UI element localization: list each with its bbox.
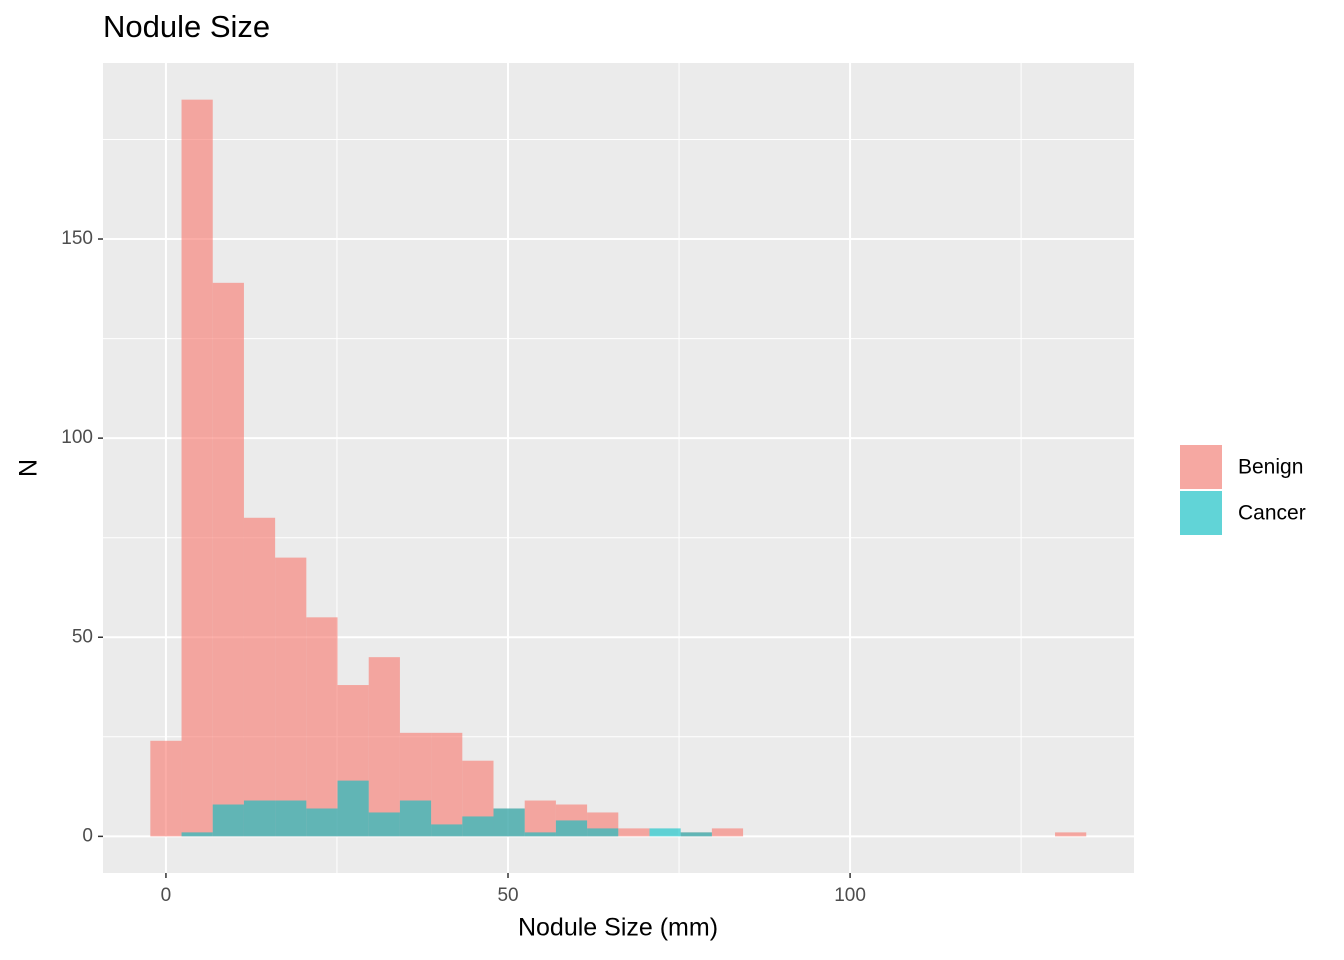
bar [243,517,276,837]
x-tick-label: 100 [834,885,866,906]
bar [431,824,463,837]
bar [649,828,681,837]
bar [399,800,432,837]
bar [555,820,588,837]
bar [493,808,525,837]
bar [368,657,400,837]
bar [337,780,369,837]
y-tick-label: 100 [61,427,93,448]
bar [618,828,650,837]
bar [368,812,400,837]
bar [181,832,213,837]
y-tick-label: 0 [82,825,93,846]
bar [181,99,213,837]
x-tick-label: 0 [161,885,172,906]
bar [587,828,619,837]
chart-title: Nodule Size [103,9,270,44]
legend-label: Cancer [1238,502,1306,525]
bar [212,804,244,837]
legend-label: Benign [1238,456,1303,479]
bar [275,557,307,837]
bar [680,832,712,837]
bar [524,832,556,837]
bar [431,732,463,837]
bar [306,808,338,837]
bar [212,282,244,837]
bar [275,800,307,837]
y-tick-label: 150 [61,228,93,249]
bar [711,828,744,837]
bar [1055,832,1087,837]
legend-key [1180,445,1222,489]
bar [524,800,556,837]
x-axis-title: Nodule Size (mm) [518,914,718,942]
bar [306,617,338,837]
bar [150,740,182,837]
bar [462,816,494,837]
bar [243,800,276,837]
y-tick-label: 50 [72,626,93,647]
legend-key [1180,491,1222,535]
y-axis-title: N [15,459,43,477]
x-tick-label: 50 [497,885,518,906]
